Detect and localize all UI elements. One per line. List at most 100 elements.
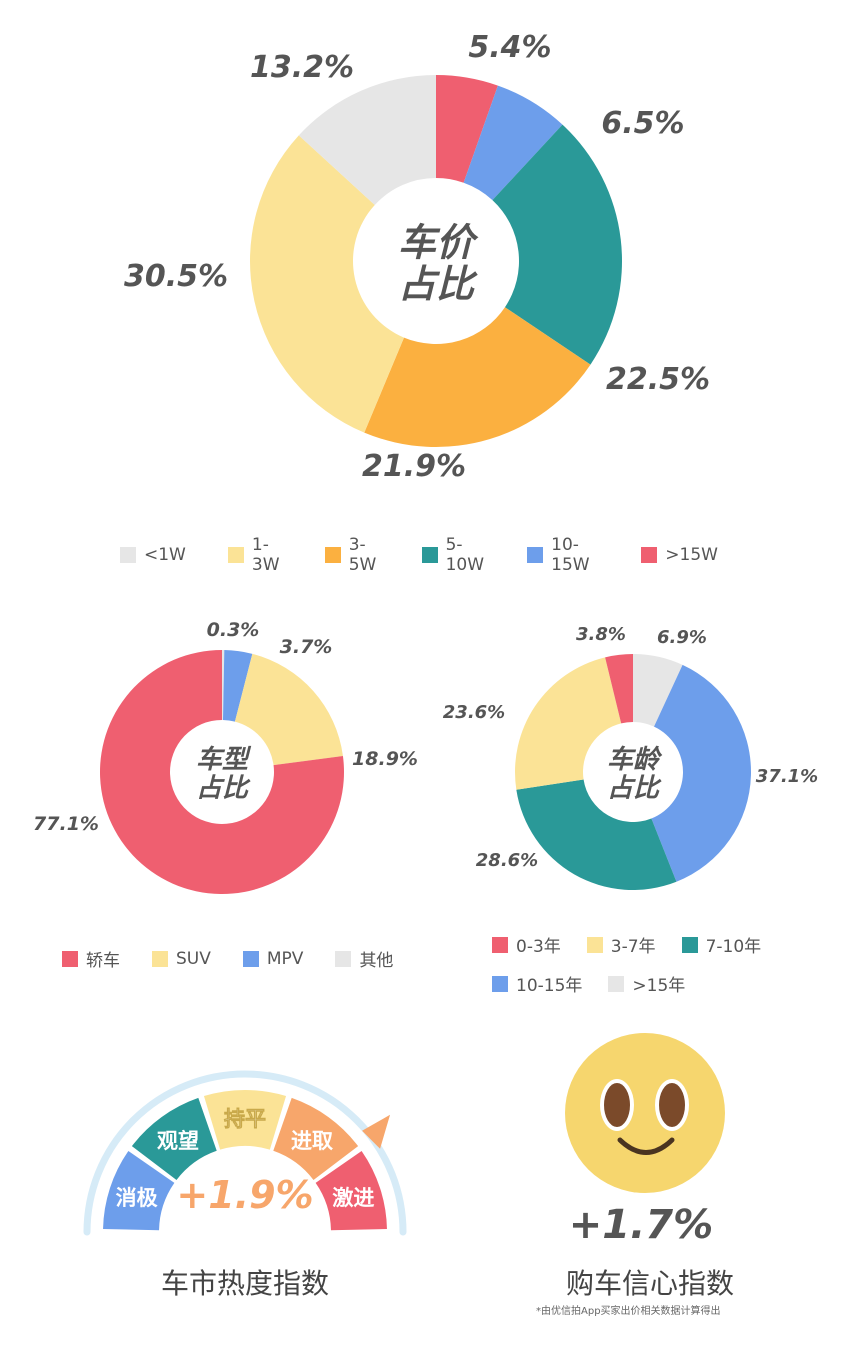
gauge-segment-label: 进取 (291, 1129, 333, 1153)
gauge-segment (273, 1097, 359, 1181)
data-label: 18.9% (352, 748, 418, 770)
legend-item: 3-5W (324, 535, 380, 575)
legend-item: 轿车 (62, 946, 120, 971)
smile-mouth (617, 1137, 675, 1155)
legend-label: 轿车 (86, 951, 120, 971)
data-label: 5.4% (468, 30, 551, 65)
legend-label: MPV (266, 948, 304, 969)
legend-item: 1-3W (227, 535, 283, 575)
data-label: 23.6% (443, 702, 505, 723)
slice-5-10W (492, 124, 622, 365)
confidence-index-caption: 购车信心指数 (565, 1267, 734, 1300)
legend-swatch (608, 975, 625, 992)
slice-轿车 (99, 649, 345, 894)
data-label: 6.9% (657, 627, 707, 648)
legend-swatch (227, 547, 244, 563)
eye-pupil (604, 1083, 630, 1127)
center-label-line: 车龄 (607, 745, 663, 775)
center-label-line: 车价 (398, 220, 479, 264)
legend-item: 10-15W (527, 535, 599, 575)
legend-label: >15W (665, 545, 718, 565)
legend-swatch (586, 936, 603, 953)
gauge-segment (315, 1150, 387, 1231)
confidence-index-value: +1.7% (569, 1202, 713, 1248)
slice-3-7年 (515, 657, 622, 790)
gauge-segment-label: 消极 (116, 1186, 159, 1210)
legend-label: 0-3年 (516, 937, 561, 957)
gauge-segment (203, 1090, 287, 1150)
legend-label: 5-10W (445, 535, 485, 575)
heat-index-caption: 车市热度指数 (160, 1267, 329, 1300)
legend-car-price: <1W 1-3W 3-5W 5-10W 10-15W >15W (120, 535, 760, 575)
data-label: 28.6% (476, 850, 538, 871)
legend-swatch (492, 936, 508, 953)
data-label: 3.7% (280, 636, 333, 658)
slice-MPV (222, 650, 253, 722)
heat-index-value: +1.9% (176, 1173, 313, 1217)
legend-swatch (324, 547, 341, 563)
gauge-segment-label: 观望 (157, 1129, 199, 1153)
center-label-line: 占比 (196, 774, 251, 804)
legend-swatch (641, 547, 658, 563)
slice-其他 (222, 650, 225, 721)
center-label-line: 车型 (196, 745, 252, 775)
gauge-segment-label: 持平 (224, 1107, 266, 1131)
gauge-pointer-icon (362, 1114, 391, 1149)
legend-swatch (242, 950, 259, 967)
legend-swatch (62, 950, 78, 967)
legend-item: <1W (120, 535, 186, 575)
center-label-line: 占比 (398, 262, 478, 306)
legend-swatch (120, 547, 136, 563)
gauge-outer-arc (83, 1070, 407, 1236)
face-circle (565, 1033, 725, 1193)
data-label: 30.5% (124, 259, 228, 294)
legend-swatch (681, 936, 698, 953)
legend-item: 0-3年 (492, 932, 561, 957)
legend-label: 3-7年 (610, 937, 656, 957)
slice->15W (436, 75, 498, 183)
legend-label: 10-15年 (516, 976, 583, 996)
legend-label: SUV (176, 948, 211, 969)
legend-car-age: 0-3年 3-7年 7-10年 10-15年 >15年 (492, 932, 812, 996)
slice-<1W (298, 75, 436, 205)
legend-item: 10-15年 (492, 971, 582, 996)
legend-label: 7-10年 (705, 937, 762, 957)
legend-label: 3-5W (348, 535, 377, 575)
data-label: 37.1% (756, 766, 818, 787)
legend-swatch (152, 950, 168, 967)
data-label: 77.1% (33, 813, 99, 835)
legend-label: 1-3W (251, 535, 280, 575)
data-label: 0.3% (207, 619, 260, 641)
slice-1-3W (250, 135, 404, 433)
legend-item: 3-7年 (586, 932, 656, 957)
gauge-segment (103, 1150, 175, 1231)
data-label: 13.2% (250, 50, 354, 85)
legend-swatch (421, 547, 438, 563)
legend-label: 其他 (359, 951, 394, 971)
data-label: 6.5% (601, 106, 684, 141)
data-label: 3.8% (576, 624, 626, 645)
slice-SUV (234, 653, 343, 766)
center-label-line: 占比 (607, 774, 662, 804)
slice-0-3年 (605, 654, 633, 724)
legend-swatch (527, 547, 544, 563)
legend-label: <1W (144, 545, 186, 565)
data-label: 22.5% (606, 362, 710, 397)
legend-item: MPV (242, 946, 304, 971)
legend-swatch (492, 975, 508, 992)
slice->15年 (633, 654, 683, 727)
legend-label: 10-15W (551, 535, 590, 575)
legend-item: 其他 (335, 946, 393, 971)
slice-7-10年 (516, 779, 677, 890)
data-label: 21.9% (362, 449, 466, 484)
legend-item: >15W (641, 535, 718, 575)
footnote: *由优信拍App买家出价相关数据计算得出 (536, 1306, 721, 1317)
legend-item: 5-10W (421, 535, 486, 575)
legend-label: >15年 (632, 976, 686, 996)
gauge-segment (131, 1097, 217, 1181)
legend-item: >15年 (608, 971, 685, 996)
eye-pupil (659, 1083, 685, 1127)
